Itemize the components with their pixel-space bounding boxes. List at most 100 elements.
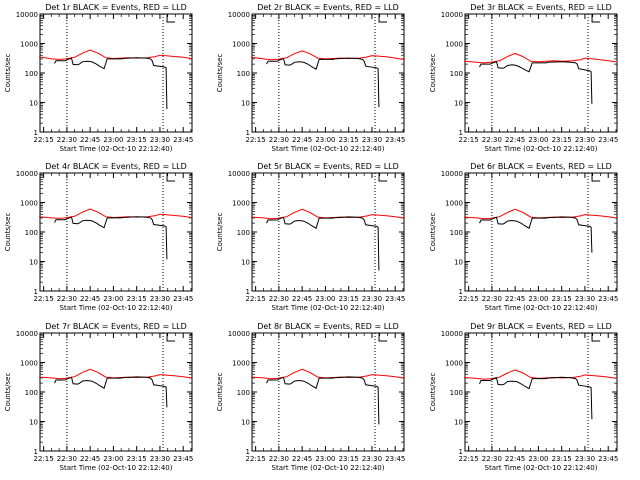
x-tick-label: 23:00	[528, 136, 548, 144]
series-line-events	[479, 216, 593, 253]
y-tick-label: 10000	[16, 330, 38, 338]
x-tick-label: 23:45	[385, 455, 405, 463]
x-tick-label: 23:45	[385, 295, 405, 303]
x-tick-label: 23:15	[339, 295, 359, 303]
y-tick-label: 1	[459, 288, 463, 296]
y-tick-label: 1	[246, 129, 250, 137]
x-tick-label: 23:45	[385, 136, 405, 144]
x-tick-label: 23:30	[575, 295, 595, 303]
x-tick-label: 22:45	[505, 295, 525, 303]
x-tick-label: 23:15	[339, 455, 359, 463]
x-tick-label: 22:15	[459, 136, 479, 144]
chart-panel-7: Det 7r BLACK = Events, RED = LLD 1 10 100 10…	[4, 322, 193, 472]
y-axis-label: Counts/sec	[4, 213, 12, 252]
x-tick-label: 23:45	[173, 455, 193, 463]
y-tick-label: 10	[29, 259, 38, 267]
x-tick-label: 22:15	[246, 136, 266, 144]
x-axis-label: Start Time (02-Oct-10 22:12:40)	[60, 464, 173, 472]
y-tick-label: 1	[459, 448, 463, 456]
x-tick-label: 22:30	[269, 455, 289, 463]
x-tick-label: 22:45	[292, 295, 312, 303]
y-axis-label: Counts/sec	[216, 373, 224, 412]
y-tick-label: 1	[34, 288, 38, 296]
chart-title: Det 2r BLACK = Events, RED = LLD	[257, 3, 399, 12]
y-tick-label: 1000	[20, 200, 38, 208]
y-tick-label: 10000	[228, 11, 250, 19]
x-axis-label: Start Time (02-Oct-10 22:12:40)	[272, 304, 385, 312]
x-tick-label: 22:45	[292, 136, 312, 144]
x-tick-label: 23:00	[315, 455, 335, 463]
series-line-events	[479, 61, 593, 104]
y-tick-label: 100	[25, 229, 38, 237]
chart-panel-9: Det 9r BLACK = Events, RED = LLD 1 10 100 10…	[429, 322, 618, 472]
x-tick-label: 23:00	[103, 295, 123, 303]
x-tick-label: 22:30	[57, 136, 77, 144]
y-tick-label: 10	[241, 259, 250, 267]
x-tick-label: 23:00	[103, 136, 123, 144]
chart-title: Det 1r BLACK = Events, RED = LLD	[45, 3, 187, 12]
y-tick-label: 10000	[228, 330, 250, 338]
x-tick-label: 22:45	[292, 455, 312, 463]
y-tick-label: 1	[459, 129, 463, 137]
x-tick-label: 22:30	[57, 455, 77, 463]
x-tick-label: 22:15	[34, 295, 54, 303]
x-tick-label: 22:45	[505, 136, 525, 144]
series-line-events	[479, 376, 593, 420]
chart-title: Det 8r BLACK = Events, RED = LLD	[257, 322, 399, 331]
x-axis-label: Start Time (02-Oct-10 22:12:40)	[60, 145, 173, 153]
y-tick-label: 100	[237, 70, 250, 78]
y-tick-label: 10000	[16, 11, 38, 19]
chart-panel-8: Det 8r BLACK = Events, RED = LLD 1 10 100 10…	[216, 322, 405, 472]
x-tick-label: 23:30	[150, 455, 170, 463]
series-line-events	[266, 216, 380, 271]
x-tick-label: 22:45	[80, 295, 100, 303]
x-axis-label: Start Time (02-Oct-10 22:12:40)	[272, 145, 385, 153]
y-tick-label: 1000	[232, 41, 250, 49]
x-tick-label: 23:00	[528, 455, 548, 463]
y-axis-label: Counts/sec	[429, 213, 437, 252]
x-tick-label: 23:30	[575, 455, 595, 463]
x-tick-label: 23:45	[598, 455, 618, 463]
x-tick-label: 22:45	[80, 136, 100, 144]
y-tick-label: 1	[34, 129, 38, 137]
chart-title: Det 9r BLACK = Events, RED = LLD	[470, 322, 612, 331]
y-tick-label: 1000	[445, 200, 463, 208]
x-tick-label: 23:45	[173, 295, 193, 303]
y-axis-label: Counts/sec	[429, 54, 437, 93]
y-tick-label: 100	[237, 229, 250, 237]
x-tick-label: 23:15	[339, 136, 359, 144]
y-tick-label: 10	[454, 100, 463, 108]
chart-title: Det 5r BLACK = Events, RED = LLD	[257, 162, 399, 171]
y-tick-label: 10000	[441, 170, 463, 178]
y-tick-label: 10	[454, 419, 463, 427]
x-axis-label: Start Time (02-Oct-10 22:12:40)	[485, 464, 598, 472]
series-line-events	[54, 216, 168, 260]
bracket-marker	[166, 14, 176, 23]
chart-panel-1: Det 1r BLACK = Events, RED = LLD 1 10 100 10…	[4, 3, 193, 153]
chart-title: Det 6r BLACK = Events, RED = LLD	[470, 162, 612, 171]
x-axis-label: Start Time (02-Oct-10 22:12:40)	[485, 304, 598, 312]
y-tick-label: 100	[25, 389, 38, 397]
x-tick-label: 23:30	[362, 455, 382, 463]
x-tick-label: 22:15	[246, 295, 266, 303]
y-axis-label: Counts/sec	[216, 54, 224, 93]
y-tick-label: 1	[246, 448, 250, 456]
y-tick-label: 10	[29, 100, 38, 108]
y-tick-label: 100	[450, 70, 463, 78]
x-tick-label: 22:15	[459, 455, 479, 463]
x-tick-label: 23:15	[552, 295, 572, 303]
chart-title: Det 3r BLACK = Events, RED = LLD	[470, 3, 612, 12]
y-tick-label: 10000	[16, 170, 38, 178]
x-tick-label: 23:30	[362, 295, 382, 303]
chart-title: Det 7r BLACK = Events, RED = LLD	[45, 322, 187, 331]
x-tick-label: 22:15	[459, 295, 479, 303]
y-tick-label: 10	[241, 419, 250, 427]
series-line-lld	[38, 208, 192, 219]
series-line-lld	[250, 50, 404, 61]
y-tick-label: 1000	[445, 360, 463, 368]
y-tick-label: 10000	[441, 11, 463, 19]
bracket-marker	[591, 173, 601, 182]
y-tick-label: 10	[454, 259, 463, 267]
y-tick-label: 100	[237, 389, 250, 397]
